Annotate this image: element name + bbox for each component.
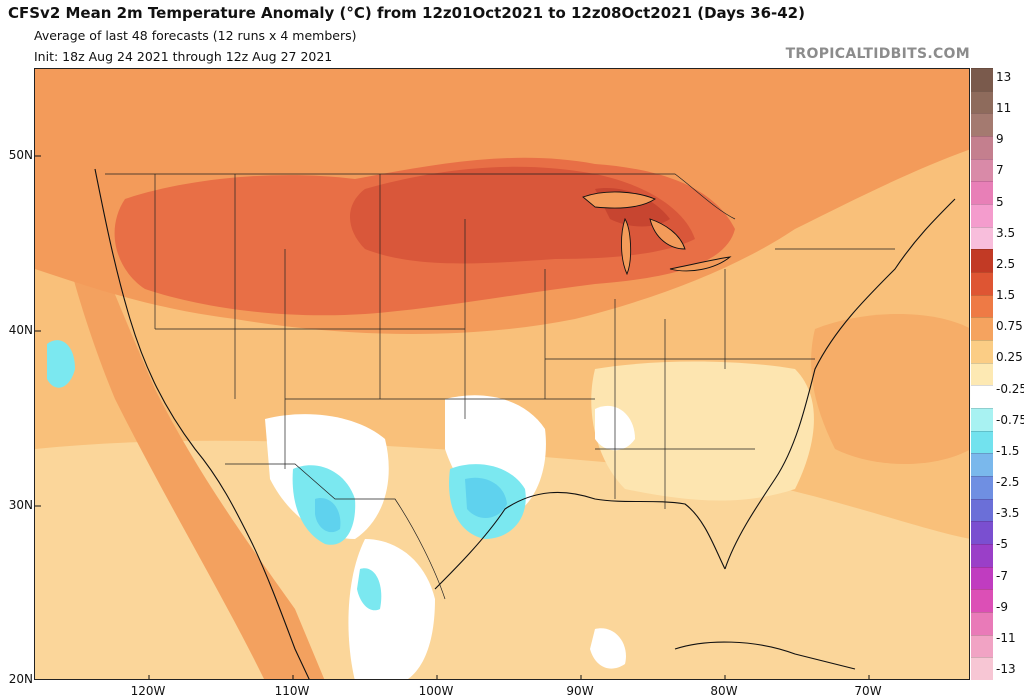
southwest-cool-core: [315, 498, 341, 533]
lake-michigan: [621, 217, 632, 276]
colorbar-swatch: [971, 90, 993, 114]
atlantic-warm-area: [811, 314, 969, 464]
colorbar-swatch: [971, 113, 993, 137]
colorbar-swatch: [971, 453, 993, 477]
us-mexico-border: [225, 463, 446, 600]
colorbar-tick-label: 11: [996, 101, 1012, 116]
lat-label-50n: 50N: [8, 148, 33, 162]
colorbar-swatch: [971, 362, 993, 386]
axis-ticks: [35, 155, 870, 679]
colorbar-tick-label: -0.25: [996, 381, 1024, 396]
colorbar-tick-label: 9: [996, 132, 1004, 147]
political-borders: [105, 173, 895, 600]
colorbar-swatch: [971, 181, 993, 205]
colorbar-tick-label: -3.5: [996, 506, 1020, 521]
chart-title: CFSv2 Mean 2m Temperature Anomaly (°C) f…: [8, 4, 805, 22]
lake-superior: [582, 191, 656, 209]
anomaly-map: [34, 68, 970, 680]
colorbar-swatch: [971, 385, 993, 409]
colorbar-swatch: [971, 272, 993, 296]
colorbar-swatch: [971, 476, 993, 500]
colorbar-tick-label: 3.5: [996, 225, 1016, 240]
lon-label-100w: 100W: [418, 684, 454, 698]
coastlines: [94, 168, 956, 679]
great-lakes: [582, 191, 732, 276]
colorbar-tick-label: -0.75: [996, 412, 1024, 427]
colorbar-swatch: [971, 68, 993, 92]
colorbar-tick-label: 2.5: [996, 256, 1016, 271]
colorbar-swatch: [971, 657, 993, 681]
atlantic-coastline: [724, 198, 956, 570]
colorbar-tick-label: -5: [996, 537, 1008, 552]
colorbar-tick-label: -7: [996, 568, 1008, 583]
lon-label-110w: 110W: [274, 684, 310, 698]
pacific-cool-anomaly: [47, 340, 75, 388]
colorbar-swatch: [971, 226, 993, 250]
colorbar-swatch: [971, 566, 993, 590]
colorbar-tick-label: 5: [996, 194, 1004, 209]
colorbar-tick-label: -13: [996, 662, 1016, 676]
lat-label-40n: 40N: [8, 323, 33, 337]
gulf-coastline: [434, 491, 726, 590]
colorbar-swatch: [971, 634, 993, 658]
colorbar-swatch: [971, 204, 993, 228]
colorbar-swatch: [971, 544, 993, 568]
lat-label-20n: 20N: [8, 672, 33, 686]
lon-label-70w: 70W: [854, 684, 882, 698]
colorbar-tick-label: 1.5: [996, 288, 1016, 303]
cuba-outline: [674, 641, 856, 670]
texas-cool-core: [465, 477, 507, 519]
colorbar-swatch: [971, 430, 993, 454]
lat-label-30n: 30N: [8, 498, 33, 512]
colorbar-tick-label: 13: [996, 70, 1012, 84]
lon-label-90w: 90W: [566, 684, 594, 698]
colorbar-swatch: [971, 408, 993, 432]
colorbar-swatch: [971, 294, 993, 318]
lon-label-80w: 80W: [710, 684, 738, 698]
southeast-neutral-warm: [591, 361, 814, 501]
cuba-neutral-patch: [590, 628, 626, 669]
init-time-label: Init: 18z Aug 24 2021 through 12z Aug 27…: [34, 49, 333, 64]
colorbar: [971, 68, 993, 681]
us-canada-border: [105, 173, 736, 220]
colorbar-swatch: [971, 612, 993, 636]
colorbar-tick-label: -9: [996, 599, 1008, 614]
lake-erie: [669, 256, 732, 272]
colorbar-tick-label: 7: [996, 163, 1004, 178]
colorbar-tick-label: -2.5: [996, 475, 1020, 490]
colorbar-swatch: [971, 589, 993, 613]
colorbar-swatch: [971, 158, 993, 182]
anomaly-field: [35, 69, 969, 679]
lake-huron: [649, 218, 686, 250]
colorbar-tick-label: -1.5: [996, 443, 1020, 458]
source-watermark: TROPICALTIDBITS.COM: [785, 46, 970, 62]
mexico-cool-anomaly: [357, 568, 382, 611]
lon-label-120w: 120W: [130, 684, 166, 698]
colorbar-swatch: [971, 317, 993, 341]
colorbar-swatch: [971, 136, 993, 160]
west-coast-warm-band: [55, 189, 325, 679]
colorbar-tick-label: -11: [996, 630, 1016, 645]
pacific-coastline: [94, 168, 310, 679]
chart-subtitle: Average of last 48 forecasts (12 runs x …: [34, 28, 357, 43]
colorbar-tick-label: 0.25: [996, 350, 1023, 365]
colorbar-swatch: [971, 498, 993, 522]
colorbar-swatch: [971, 249, 993, 273]
colorbar-swatch: [971, 521, 993, 545]
colorbar-tick-label: 0.75: [996, 319, 1023, 334]
colorbar-swatch: [971, 340, 993, 364]
